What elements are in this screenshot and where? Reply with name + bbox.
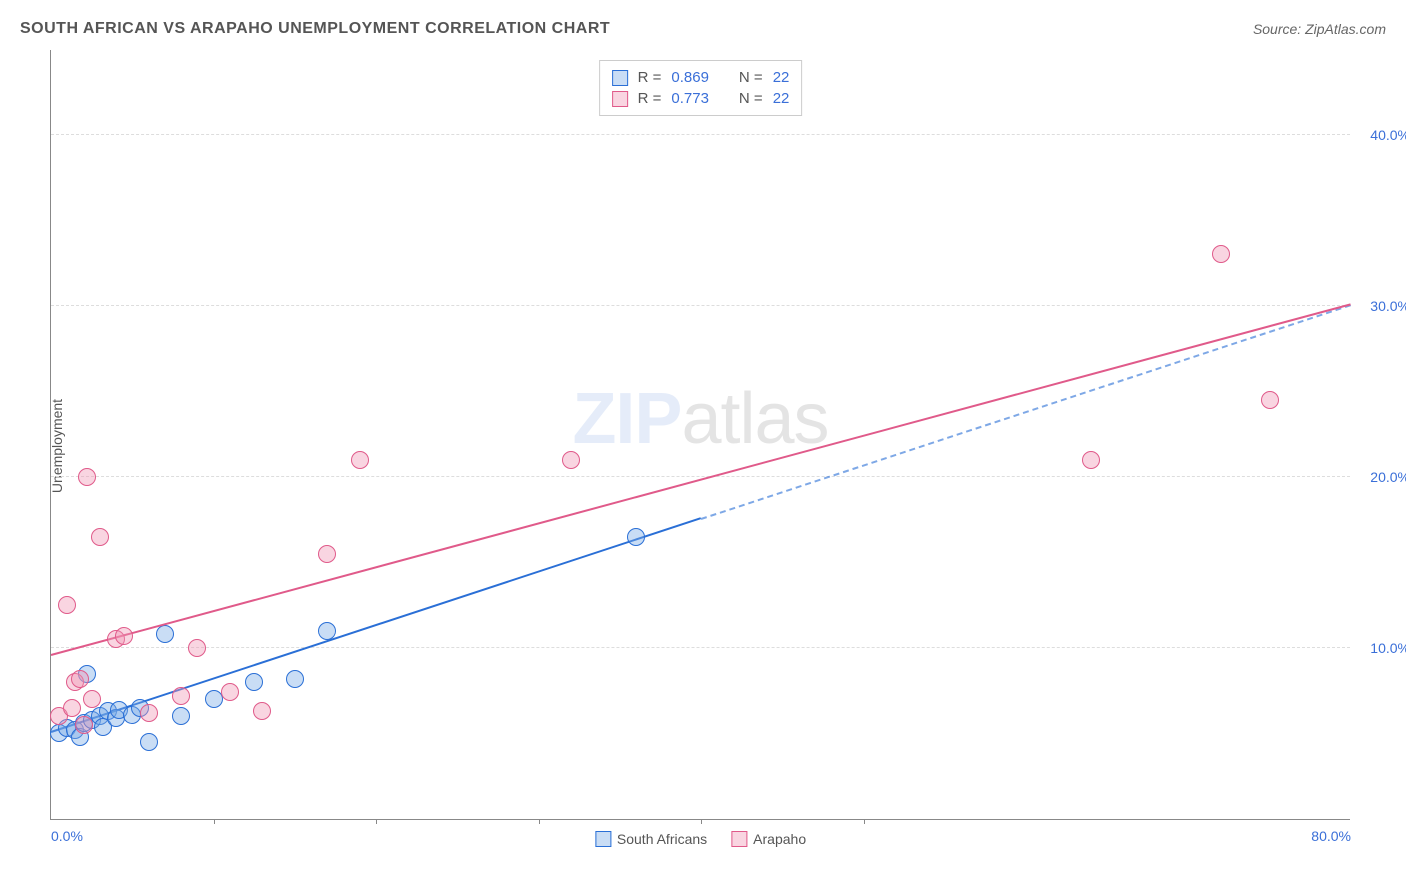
n-value: 22: [773, 90, 790, 107]
data-point: [63, 699, 81, 717]
data-point: [75, 716, 93, 734]
data-point: [58, 596, 76, 614]
data-point: [1261, 391, 1279, 409]
legend-swatch: [595, 831, 611, 847]
chart-title: SOUTH AFRICAN VS ARAPAHO UNEMPLOYMENT CO…: [20, 20, 610, 38]
r-label: R =: [638, 69, 662, 86]
y-tick-label: 30.0%: [1370, 298, 1406, 314]
data-point: [172, 687, 190, 705]
y-tick-label: 40.0%: [1370, 127, 1406, 143]
r-value: 0.773: [671, 90, 709, 107]
chart-header: SOUTH AFRICAN VS ARAPAHO UNEMPLOYMENT CO…: [20, 20, 1386, 38]
data-point: [172, 707, 190, 725]
legend-item: South Africans: [595, 831, 707, 847]
data-point: [245, 673, 263, 691]
regression-line: [51, 518, 702, 734]
stats-row: R = 0.773 N = 22: [612, 88, 790, 109]
plot-area: ZIPatlas R = 0.869 N = 22 R = 0.773 N = …: [50, 50, 1350, 820]
data-point: [78, 468, 96, 486]
x-tick-label: 0.0%: [51, 828, 83, 844]
gridline: [51, 134, 1350, 135]
data-point: [115, 627, 133, 645]
x-tick-minor: [864, 819, 865, 824]
data-point: [140, 704, 158, 722]
data-point: [83, 690, 101, 708]
x-tick-minor: [539, 819, 540, 824]
legend-label: Arapaho: [753, 831, 806, 847]
watermark-rest: atlas: [681, 379, 828, 459]
chart-source: Source: ZipAtlas.com: [1253, 21, 1386, 37]
chart-legend: South Africans Arapaho: [595, 831, 806, 847]
correlation-stats-box: R = 0.869 N = 22 R = 0.773 N = 22: [599, 60, 803, 116]
gridline: [51, 647, 1350, 648]
n-label: N =: [739, 69, 763, 86]
regression-line-extrapolated: [701, 304, 1352, 520]
stats-row: R = 0.869 N = 22: [612, 67, 790, 88]
series-swatch: [612, 91, 628, 107]
y-tick-label: 10.0%: [1370, 640, 1406, 656]
legend-swatch: [731, 831, 747, 847]
data-point: [71, 670, 89, 688]
data-point: [1212, 245, 1230, 263]
r-value: 0.869: [671, 69, 709, 86]
x-tick-minor: [214, 819, 215, 824]
data-point: [1082, 451, 1100, 469]
data-point: [221, 683, 239, 701]
x-tick-minor: [376, 819, 377, 824]
x-tick-label: 80.0%: [1311, 828, 1351, 844]
source-name: ZipAtlas.com: [1305, 21, 1386, 37]
watermark: ZIPatlas: [572, 378, 828, 460]
watermark-zip: ZIP: [572, 379, 681, 459]
data-point: [627, 528, 645, 546]
source-prefix: Source:: [1253, 21, 1305, 37]
legend-label: South Africans: [617, 831, 707, 847]
n-label: N =: [739, 90, 763, 107]
r-label: R =: [638, 90, 662, 107]
data-point: [188, 639, 206, 657]
data-point: [562, 451, 580, 469]
data-point: [156, 625, 174, 643]
data-point: [318, 545, 336, 563]
series-swatch: [612, 70, 628, 86]
legend-item: Arapaho: [731, 831, 806, 847]
y-tick-label: 20.0%: [1370, 469, 1406, 485]
data-point: [286, 670, 304, 688]
data-point: [253, 702, 271, 720]
data-point: [91, 528, 109, 546]
gridline: [51, 305, 1350, 306]
gridline: [51, 476, 1350, 477]
data-point: [318, 622, 336, 640]
n-value: 22: [773, 69, 790, 86]
regression-line: [51, 304, 1352, 657]
data-point: [140, 733, 158, 751]
data-point: [351, 451, 369, 469]
x-tick-minor: [701, 819, 702, 824]
